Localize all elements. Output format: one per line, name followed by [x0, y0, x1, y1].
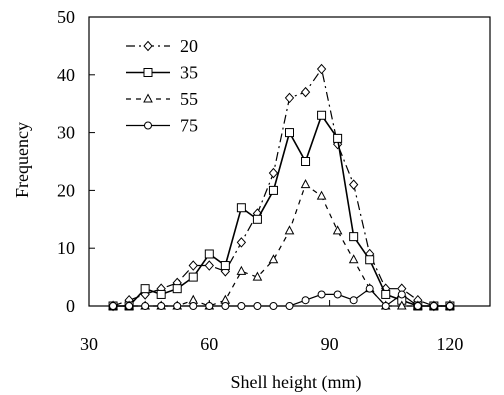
series-20 [108, 63, 455, 312]
legend-marker-35 [143, 68, 153, 77]
series-35-point [172, 284, 182, 294]
legend-label-75: 75 [180, 116, 198, 136]
series-55-point [268, 254, 279, 264]
series-20-point [348, 179, 359, 190]
series-75-point [365, 284, 374, 293]
series-75-point [413, 302, 422, 310]
series-35-line [113, 113, 450, 307]
series-75-point [317, 290, 326, 299]
series-75-point [429, 302, 438, 310]
series-35-point [365, 255, 375, 265]
series-35-point [140, 284, 150, 294]
series-35-point [204, 249, 214, 259]
series-55-point [316, 190, 327, 200]
legend-label-55: 55 [180, 89, 198, 109]
x-tick-label: 60 [200, 334, 218, 354]
y-tick-label: 20 [57, 180, 75, 200]
series-20-line [112, 67, 450, 307]
series-35 [108, 110, 455, 311]
x-tick-label: 120 [436, 334, 463, 354]
series-35-point [301, 157, 311, 166]
x-axis-title: Shell height (mm) [231, 372, 362, 393]
series-75-point [189, 302, 198, 310]
series-35-point [333, 133, 343, 143]
legend-marker-20 [143, 40, 153, 52]
plot-frame [88, 16, 491, 307]
series-35-point [156, 289, 166, 299]
y-axis: 0 10 20 30 40 50 [57, 7, 95, 316]
series-75-point [301, 296, 310, 305]
series-75-point [141, 302, 150, 310]
series-75 [109, 284, 454, 310]
series-75-point [333, 290, 342, 299]
series-75-point [109, 302, 118, 310]
series-75-point [173, 302, 182, 310]
series-55-point [300, 179, 311, 189]
series-35-point [285, 128, 294, 138]
series-75-point [285, 302, 294, 310]
series-55-point [348, 254, 359, 264]
legend: 20 35 55 75 [126, 36, 198, 136]
series-75-point [397, 290, 406, 299]
series-75-point [125, 302, 134, 310]
series-55-point [332, 225, 343, 235]
series-20-point [236, 237, 247, 248]
x-tick-label: 30 [80, 334, 98, 354]
series-75-point [205, 302, 214, 310]
series-75-point [349, 296, 358, 305]
y-tick-label: 30 [57, 123, 75, 143]
series-75-point [381, 302, 390, 310]
x-tick-label: 90 [321, 334, 339, 354]
y-tick-label: 50 [57, 7, 75, 27]
series-35-point [220, 261, 230, 271]
y-tick-label: 10 [57, 238, 75, 258]
series-35-point [381, 289, 391, 299]
y-tick-label: 40 [57, 65, 75, 85]
legend-label-35: 35 [180, 63, 198, 83]
series-75-point [221, 302, 230, 310]
series-20-point [268, 167, 279, 179]
series-20-point [188, 260, 198, 271]
series-75-line [113, 287, 450, 307]
y-axis-title: Frequency [12, 122, 32, 198]
series-35-point [252, 214, 262, 224]
series-55-point [252, 271, 263, 281]
series-20-point [300, 86, 311, 98]
series-35-point [317, 110, 327, 120]
series-75-point [269, 302, 278, 310]
series-20-point [316, 63, 327, 75]
series-35-point [236, 203, 246, 213]
series-75-point [253, 302, 262, 310]
series-35-point [188, 272, 198, 282]
series-35-point [349, 232, 359, 242]
series-75-point [237, 302, 246, 310]
plot-border [88, 16, 491, 307]
y-tick-label: 0 [66, 296, 75, 316]
legend-label-20: 20 [180, 36, 198, 56]
legend-marker-75 [144, 121, 152, 130]
series-20-point [204, 260, 214, 271]
series-75-point [445, 302, 454, 310]
series-75-point [157, 302, 166, 310]
series-55-point [284, 225, 295, 235]
series-55-point [396, 300, 407, 310]
series-55-point [236, 265, 247, 275]
series-layer [108, 63, 455, 312]
series-20-point [284, 92, 295, 104]
series-35-point [268, 185, 278, 195]
legend-marker-55 [143, 93, 153, 103]
